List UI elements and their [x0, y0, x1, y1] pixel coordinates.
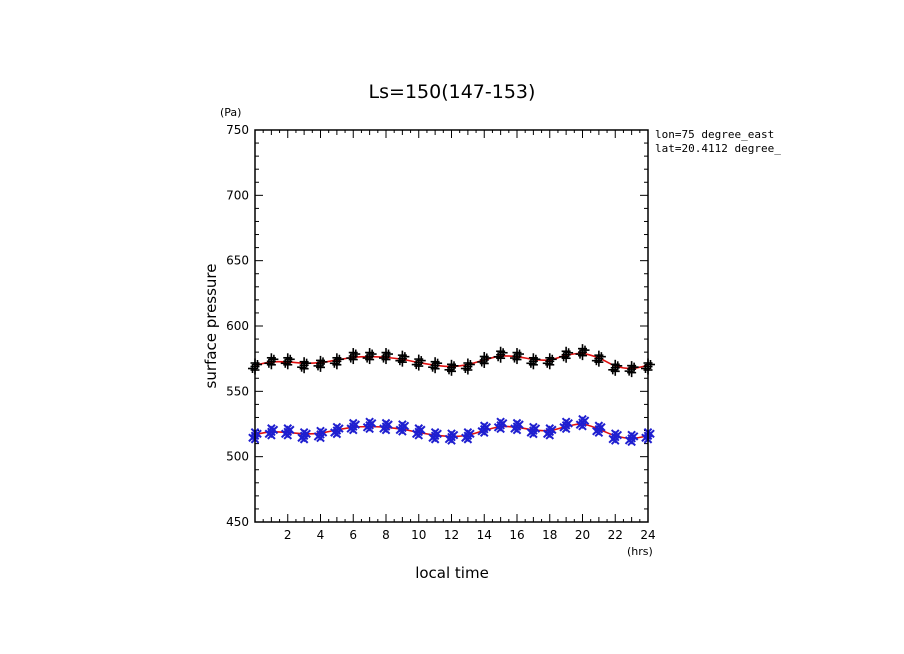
- data-point-plus: [493, 346, 508, 363]
- data-point-plus: [379, 348, 393, 365]
- annotation-lon: lon=75 degree_east: [655, 128, 774, 141]
- x-tick-label: 24: [640, 528, 655, 542]
- data-point-plus: [313, 355, 328, 372]
- data-point-plus: [444, 359, 459, 376]
- x-tick-label: 18: [542, 528, 557, 542]
- data-point-x: [493, 417, 508, 434]
- x-unit-label: (hrs): [627, 545, 653, 558]
- y-tick-label: 500: [226, 450, 249, 464]
- data-point-plus: [510, 348, 524, 365]
- data-point-plus: [411, 354, 426, 371]
- data-point-x: [444, 429, 459, 445]
- y-tick-labels: 450 500 550 600 650 700 750: [226, 123, 249, 529]
- data-point-x: [264, 424, 279, 440]
- y-tick-label: 650: [226, 254, 249, 268]
- x-tick-label: 16: [509, 528, 524, 542]
- y-tick-label: 450: [226, 515, 249, 529]
- data-point-plus: [477, 351, 492, 368]
- y-tick-label: 600: [226, 319, 249, 333]
- data-point-plus: [329, 353, 344, 370]
- data-point-x: [592, 421, 606, 438]
- x-axis-title: local time: [415, 564, 489, 582]
- data-point-plus: [575, 344, 590, 361]
- y-tick-label: 700: [226, 188, 249, 202]
- data-point-plus: [526, 353, 541, 370]
- data-point-x: [395, 420, 410, 436]
- data-point-plus: [428, 357, 443, 374]
- axis-ticks: [254, 129, 649, 523]
- data-point-x: [280, 424, 295, 440]
- data-point-x: [313, 426, 328, 443]
- data-point-x: [297, 427, 311, 444]
- data-point-plus: [608, 359, 623, 376]
- data-point-x: [362, 417, 377, 434]
- x-tick-label: 2: [284, 528, 292, 542]
- data-point-x: [559, 417, 573, 434]
- plot-frame: [254, 129, 649, 523]
- x-tick-label: 12: [444, 528, 459, 542]
- data-point-plus: [346, 348, 361, 365]
- data-point-plus: [559, 346, 574, 363]
- y-tick-label: 550: [226, 384, 249, 398]
- data-point-x: [461, 427, 475, 444]
- data-point-x: [542, 424, 557, 440]
- data-point-plus: [264, 353, 279, 370]
- data-point-plus: [460, 358, 475, 375]
- x-tick-label: 14: [477, 528, 492, 542]
- data-point-x: [346, 418, 361, 435]
- x-tick-label: 10: [411, 528, 426, 542]
- y-tick-label: 750: [226, 123, 249, 137]
- data-point-x: [510, 418, 524, 435]
- x-tick-label: 4: [317, 528, 325, 542]
- x-tick-label: 22: [608, 528, 623, 542]
- data-point-plus: [297, 357, 312, 374]
- data-point-plus: [542, 353, 557, 370]
- chart-title: Ls=150(147-153): [369, 81, 536, 103]
- data-point-x: [330, 422, 344, 439]
- x-tick-labels: 2 4 6 8 10 12 14 16 18 20 22 24: [284, 528, 656, 542]
- data-point-x: [575, 414, 590, 431]
- data-point-x: [608, 429, 623, 445]
- annotation-lat: lat=20.4112 degree_: [655, 142, 781, 155]
- data-point-plus: [395, 350, 410, 367]
- data-point-x: [428, 427, 442, 444]
- y-unit-label: (Pa): [220, 106, 241, 119]
- data-point-plus: [624, 361, 639, 378]
- data-point-x: [624, 430, 639, 447]
- data-point-x: [526, 422, 541, 439]
- data-point-x: [477, 421, 492, 438]
- y-axis-title: surface pressure: [202, 264, 220, 389]
- data-point-x: [379, 418, 393, 435]
- data-point-plus: [591, 350, 606, 367]
- data-markers: [248, 344, 655, 447]
- x-tick-label: 6: [349, 528, 357, 542]
- data-point-x: [411, 424, 426, 440]
- x-tick-label: 20: [575, 528, 590, 542]
- data-point-plus: [280, 353, 295, 370]
- x-tick-label: 8: [382, 528, 390, 542]
- data-point-plus: [362, 348, 377, 365]
